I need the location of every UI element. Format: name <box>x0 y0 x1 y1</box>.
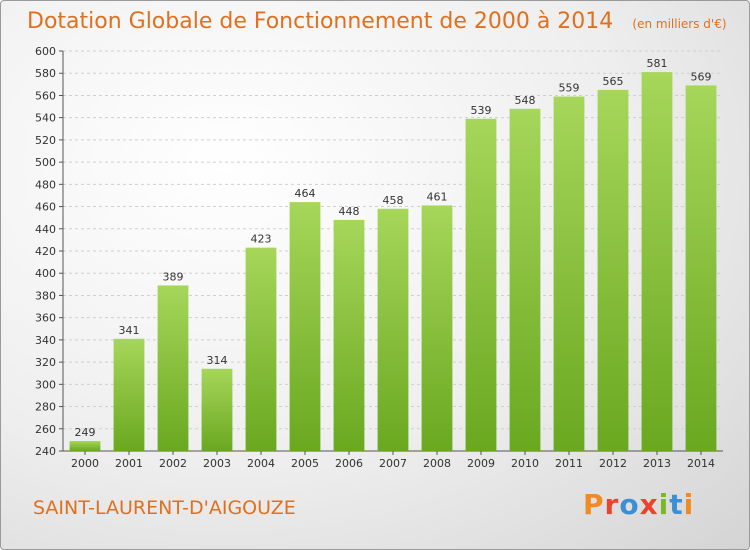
x-tick-label: 2011 <box>555 457 583 470</box>
y-tick-label: 340 <box>35 334 56 347</box>
bar <box>69 441 101 451</box>
chart-title: Dotation Globale de Fonctionnement de 20… <box>27 9 614 34</box>
logo-letter: i <box>658 488 670 521</box>
x-tick-label: 2014 <box>687 457 715 470</box>
bar-value-label: 548 <box>515 94 536 107</box>
commune-name: SAINT-LAURENT-D'AIGOUZE <box>33 497 296 519</box>
y-tick-label: 380 <box>35 289 56 302</box>
x-tick-label: 2006 <box>335 457 363 470</box>
logo-letter: i <box>683 488 695 521</box>
bar <box>289 202 321 451</box>
bar <box>421 205 453 451</box>
bar <box>553 96 585 452</box>
bar-value-label: 341 <box>119 324 140 337</box>
bar-value-label: 389 <box>163 270 184 283</box>
y-tick-label: 280 <box>35 401 56 414</box>
bar <box>685 85 717 451</box>
x-tick-label: 2008 <box>423 457 451 470</box>
y-tick-label: 320 <box>35 356 56 369</box>
chart-subtitle: (en milliers d'€) <box>632 17 727 31</box>
y-tick-label: 560 <box>35 89 56 102</box>
y-tick-label: 480 <box>35 178 56 191</box>
x-tick-label: 2010 <box>511 457 539 470</box>
logo-letter: P <box>583 488 605 521</box>
y-tick-label: 440 <box>35 223 56 236</box>
bars <box>69 72 717 452</box>
x-tick-label: 2003 <box>203 457 231 470</box>
x-tick-label: 2013 <box>643 457 671 470</box>
y-tick-label: 580 <box>35 67 56 80</box>
bar <box>465 118 497 452</box>
y-tick-label: 300 <box>35 378 56 391</box>
logo-letter: r <box>604 488 620 521</box>
bar <box>333 219 365 451</box>
bar <box>597 89 629 451</box>
logo-letter: t <box>669 488 684 521</box>
y-tick-label: 400 <box>35 267 56 280</box>
x-tick-label: 2012 <box>599 457 627 470</box>
bar <box>509 108 541 452</box>
y-tick-label: 260 <box>35 423 56 436</box>
proxiti-logo: Proxiti <box>583 488 694 521</box>
bar-value-label: 461 <box>427 190 448 203</box>
bar-value-label: 569 <box>691 70 712 83</box>
bar-value-label: 249 <box>75 426 96 439</box>
x-tick-label: 2001 <box>115 457 143 470</box>
bar <box>157 285 189 451</box>
y-tick-label: 460 <box>35 201 56 214</box>
bar-value-label: 581 <box>647 57 668 70</box>
bar <box>641 72 673 451</box>
bar-value-label: 565 <box>603 75 624 88</box>
logo-letter: o <box>619 488 640 521</box>
bar-value-label: 559 <box>559 82 580 95</box>
y-tick-label: 240 <box>35 445 56 458</box>
bar-value-label: 464 <box>295 187 316 200</box>
y-tick-label: 360 <box>35 312 56 325</box>
bar <box>113 338 145 451</box>
y-tick-label: 520 <box>35 134 56 147</box>
y-tick-label: 420 <box>35 245 56 258</box>
x-tick-label: 2005 <box>291 457 319 470</box>
bar <box>245 247 277 451</box>
x-tick-label: 2002 <box>159 457 187 470</box>
bar-value-label: 539 <box>471 104 492 117</box>
bar-value-label: 423 <box>251 233 272 246</box>
logo-letter: x <box>639 488 659 521</box>
x-tick-label: 2000 <box>71 457 99 470</box>
title-row: Dotation Globale de Fonctionnement de 20… <box>27 9 727 34</box>
bar-value-label: 448 <box>339 205 360 218</box>
y-tick-label: 500 <box>35 156 56 169</box>
y-tick-label: 600 <box>35 45 56 58</box>
y-tick-label: 540 <box>35 112 56 125</box>
bar <box>377 208 409 451</box>
x-tick-label: 2007 <box>379 457 407 470</box>
bar-value-label: 458 <box>383 194 404 207</box>
x-tick-label: 2009 <box>467 457 495 470</box>
bar <box>201 368 233 451</box>
x-tick-label: 2004 <box>247 457 275 470</box>
bar-value-label: 314 <box>207 354 228 367</box>
labels: 240 260 280 300 320 340 360 380 400 420 440 460 480 5… <box>35 45 715 470</box>
